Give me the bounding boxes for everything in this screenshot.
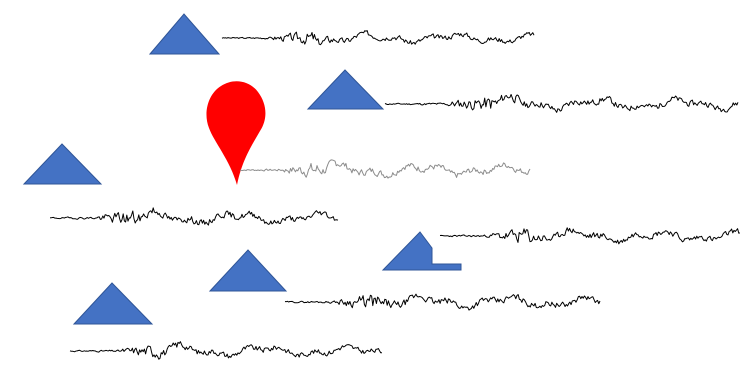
earthquake-location-pin-icon xyxy=(206,81,266,185)
station-seismogram-trace xyxy=(221,30,535,46)
station-triangle-icon xyxy=(381,231,462,271)
station-seismogram-trace xyxy=(284,293,601,311)
station-seismogram-trace xyxy=(384,94,739,113)
stations xyxy=(22,13,462,325)
event-seismogram-trace xyxy=(239,159,531,179)
station-triangle-icon xyxy=(72,282,154,325)
station-seismogram-trace xyxy=(439,227,740,245)
station-triangle-icon xyxy=(22,143,103,185)
seismogram-traces xyxy=(49,30,740,360)
station-triangle-icon xyxy=(148,13,221,55)
station-seismogram-trace xyxy=(69,341,382,360)
station-triangle-icon xyxy=(208,249,288,292)
station-triangle-icon xyxy=(306,69,385,110)
station-seismogram-trace xyxy=(49,207,339,226)
